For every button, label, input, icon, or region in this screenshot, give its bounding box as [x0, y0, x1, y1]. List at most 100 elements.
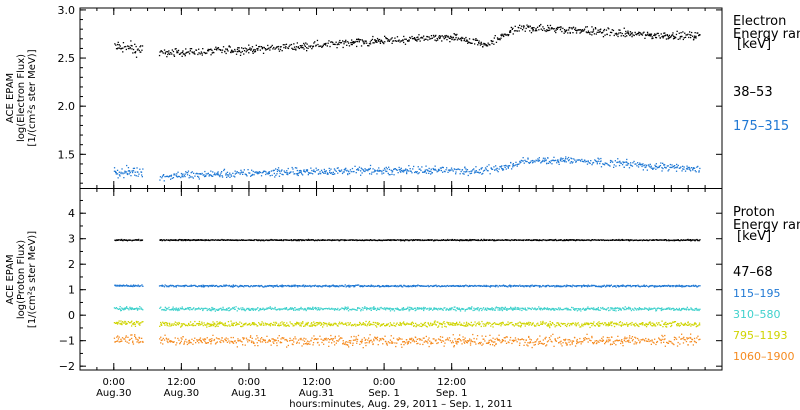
data-point [361, 285, 363, 287]
data-point [683, 166, 685, 168]
data-point [462, 37, 464, 39]
data-point [641, 34, 644, 36]
data-point [250, 308, 252, 310]
data-point [659, 285, 662, 288]
data-point [198, 324, 200, 326]
data-point [139, 239, 141, 242]
data-point [195, 239, 197, 241]
data-point [555, 324, 557, 327]
data-point [330, 323, 332, 325]
data-point [309, 46, 311, 48]
data-point [343, 308, 346, 310]
data-point [433, 308, 435, 310]
data-point [447, 169, 450, 171]
data-point [429, 308, 431, 310]
data-point [683, 168, 685, 170]
data-point [397, 285, 400, 287]
data-point [654, 165, 657, 168]
data-point [648, 308, 650, 310]
data-point [121, 238, 123, 241]
data-point [678, 32, 680, 34]
data-point [645, 166, 647, 168]
data-point [400, 309, 402, 311]
data-point [495, 323, 498, 325]
data-point [353, 239, 355, 241]
data-point [483, 325, 485, 327]
data-point [186, 239, 189, 241]
data-point [645, 284, 648, 287]
data-point [288, 284, 290, 287]
data-point [308, 308, 310, 310]
data-point [240, 172, 242, 174]
data-point [463, 322, 465, 324]
data-point [289, 307, 292, 309]
data-point [274, 323, 276, 325]
data-point [506, 285, 508, 288]
data-point [369, 324, 371, 326]
data-point [279, 170, 281, 172]
data-point [379, 41, 381, 43]
data-point [131, 323, 134, 325]
data-point [374, 239, 377, 242]
data-point [161, 177, 163, 179]
data-point [496, 239, 498, 241]
data-point [141, 308, 143, 310]
data-point [429, 325, 431, 327]
data-point [356, 239, 358, 241]
data-point [263, 46, 265, 49]
data-point [536, 323, 538, 325]
data-point [233, 308, 236, 310]
data-point [355, 239, 357, 241]
data-point [259, 324, 262, 326]
data-point [434, 323, 436, 325]
data-point [297, 322, 299, 324]
data-point [348, 324, 350, 326]
data-point [674, 239, 677, 241]
data-point [498, 323, 500, 326]
data-point [443, 321, 445, 323]
data-point [575, 285, 577, 287]
data-point [431, 239, 433, 241]
data-point [388, 308, 390, 310]
data-point [694, 285, 696, 287]
data-point [643, 165, 645, 167]
data-point [486, 309, 488, 311]
data-point [486, 45, 489, 47]
data-point [667, 284, 670, 287]
data-point [136, 309, 139, 311]
data-point [403, 308, 405, 310]
data-point [558, 285, 560, 287]
data-point [544, 307, 546, 309]
data-point [239, 321, 241, 323]
data-point [528, 26, 530, 28]
data-point [127, 47, 130, 50]
data-point [352, 171, 354, 173]
data-point [519, 321, 521, 323]
data-point [222, 309, 224, 311]
data-point [411, 324, 413, 326]
data-point [160, 323, 163, 325]
data-point [398, 166, 400, 169]
data-point [600, 286, 603, 288]
data-point [650, 34, 652, 36]
data-point [381, 173, 383, 175]
data-point [350, 42, 352, 44]
data-point [486, 307, 488, 309]
data-point [265, 308, 267, 310]
data-point [404, 38, 406, 40]
data-point [316, 324, 318, 326]
data-point [190, 172, 192, 174]
data-point [395, 168, 398, 171]
data-point [198, 52, 200, 54]
data-point [585, 308, 588, 310]
data-point [138, 322, 140, 325]
data-point [666, 34, 668, 36]
data-point [207, 286, 210, 288]
data-point [247, 48, 249, 51]
data-point [651, 37, 653, 40]
data-point [332, 171, 334, 173]
data-point [527, 26, 529, 28]
data-point [641, 308, 643, 310]
data-point [176, 285, 178, 287]
data-point [400, 171, 402, 173]
